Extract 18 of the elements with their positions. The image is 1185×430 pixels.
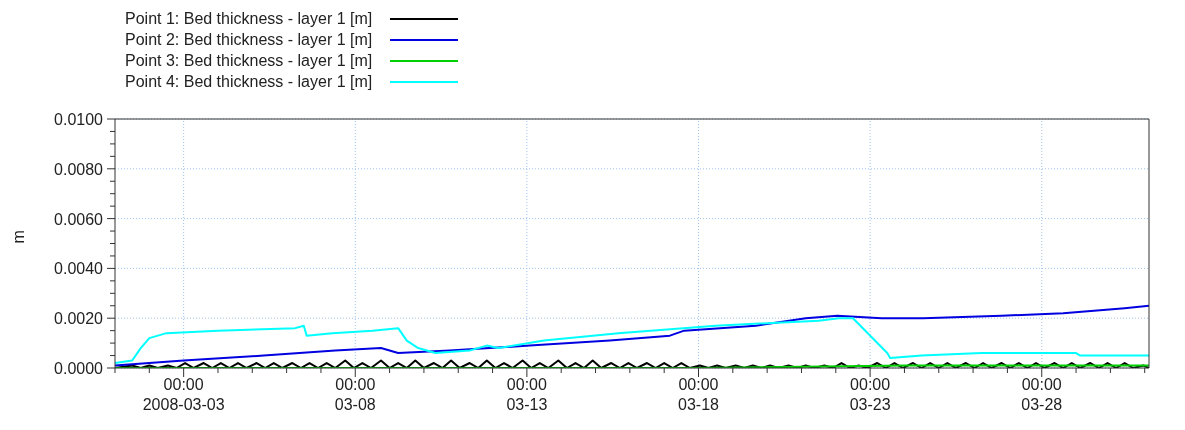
legend-label: Point 3: Bed thickness - layer 1 [m] [125, 51, 373, 70]
x-tick-label: 00:00 03-28 [1021, 376, 1063, 413]
y-axis-title: m [9, 230, 27, 244]
y-tick-label: 0.0060 [54, 210, 104, 228]
y-tick-label: 0.0080 [54, 160, 104, 178]
x-tick-label: 00:00 03-08 [334, 376, 376, 413]
y-tick-label: 0.0100 [54, 111, 104, 128]
y-tick-label: 0.0020 [54, 310, 104, 328]
x-tick-label: 00:00 03-18 [678, 376, 720, 413]
line-series [115, 317, 1149, 365]
x-tick-label: 00:00 2008-03-03 [142, 376, 225, 413]
x-tick-label: 00:00 03-23 [849, 376, 891, 413]
y-tick-label: 0.0000 [54, 360, 104, 377]
legend-label: Point 4: Bed thickness - layer 1 [m] [125, 72, 373, 91]
y-tick-label: 0.0040 [54, 260, 104, 278]
legend-label: Point 1: Bed thickness - layer 1 [m] [125, 9, 373, 28]
x-tick-label: 00:00 03-13 [506, 376, 548, 413]
legend-label: Point 2: Bed thickness - layer 1 [m] [125, 30, 373, 49]
